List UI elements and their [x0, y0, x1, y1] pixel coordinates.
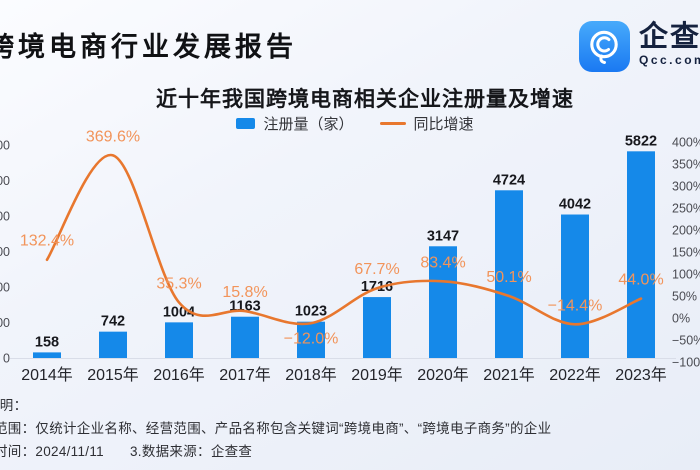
brand-logo: 企查查 Qcc.com	[579, 21, 700, 72]
growth-label: −12.0%	[284, 330, 339, 347]
bar-2022年	[561, 214, 589, 358]
right-axis-label: 200%	[672, 224, 700, 238]
left-axis-label: 6000	[0, 139, 10, 153]
bar-value-label: 1004	[163, 304, 195, 320]
left-axis-label: 5000	[0, 174, 10, 188]
chart-title: 近十年我国跨境电商相关企业注册量及增速	[156, 88, 574, 111]
growth-label: −14.4%	[548, 297, 603, 314]
bar-value-label: 158	[35, 334, 59, 350]
year-label: 2018年	[285, 366, 337, 384]
right-axis-label: 150%	[672, 246, 700, 260]
bar-value-label: 4042	[559, 197, 591, 213]
year-label: 2015年	[87, 366, 139, 384]
footer-note-meta: 时间：2024/11/11 3.数据来源：企查查	[0, 440, 252, 460]
right-axis-label: −50%	[672, 334, 700, 348]
footer-note-time: 时间：2024/11/11	[0, 444, 104, 459]
growth-label: 44.0%	[618, 272, 663, 289]
bar-2020年	[429, 246, 457, 358]
growth-label: 132.4%	[20, 233, 74, 250]
left-axis-label: 4000	[0, 210, 10, 224]
legend-item-growth: 同比增速	[379, 113, 474, 134]
growth-line	[45, 154, 643, 326]
right-axis-label: 50%	[672, 290, 697, 304]
footer-note-scope: 范围：仅统计企业名称、经营范围、产品名称包含关键词“跨境电商”、“跨境电子商务”…	[0, 421, 552, 436]
growth-label: 67.7%	[354, 261, 399, 278]
year-label: 2016年	[153, 366, 205, 384]
bar-2023年	[627, 151, 655, 358]
year-label: 2019年	[351, 366, 403, 384]
bar-value-label: 3147	[427, 228, 459, 244]
year-label: 2014年	[21, 366, 73, 384]
chart-legend: 注册量（家） 同比增速	[0, 113, 700, 134]
left-axis-label: 1000	[0, 316, 10, 330]
growth-label: 83.4%	[420, 254, 465, 271]
bar-value-label: 5822	[625, 133, 657, 149]
left-axis-label: 0	[3, 352, 10, 366]
bar-2021年	[495, 190, 523, 358]
brand-text: 企查查 Qcc.com	[639, 21, 700, 67]
year-label: 2017年	[219, 366, 271, 384]
year-label: 2023年	[615, 366, 667, 384]
right-axis-label: 350%	[672, 158, 700, 172]
bar-2015年	[99, 331, 127, 358]
right-axis-label: 300%	[672, 180, 700, 194]
bar-2016年	[165, 322, 193, 358]
right-axis-label: 100%	[672, 268, 700, 282]
footer-note-header: 说明：	[0, 398, 28, 413]
legend-label: 同比增速	[413, 116, 474, 133]
brand-name: 企查查	[639, 21, 700, 53]
bar-series-swatch	[236, 118, 256, 129]
bar-2014年	[33, 352, 61, 358]
growth-label: 369.6%	[86, 128, 140, 145]
brand-domain: Qcc.com	[639, 53, 700, 67]
left-axis-label: 3000	[0, 245, 10, 259]
right-axis-label: −100%	[672, 356, 700, 370]
year-label: 2022年	[549, 366, 601, 384]
bar-2017年	[231, 316, 259, 358]
growth-label: 15.8%	[222, 284, 267, 301]
left-axis-label: 2000	[0, 281, 10, 295]
legend-item-registrations: 注册量（家）	[236, 113, 354, 134]
footer-note-source: 3.数据来源：企查查	[129, 444, 253, 459]
bar-value-label: 742	[101, 314, 125, 330]
growth-label: 50.1%	[486, 269, 531, 286]
bar-2019年	[363, 297, 391, 358]
bar-value-label: 1023	[295, 304, 327, 320]
line-series-swatch	[379, 121, 406, 126]
growth-label: 35.3%	[156, 275, 201, 292]
right-axis-label: 0%	[672, 312, 690, 326]
qcc-logo-icon	[579, 21, 630, 72]
page-title: 跨境电商行业发展报告	[0, 32, 297, 62]
legend-label: 注册量（家）	[263, 116, 354, 133]
year-label: 2020年	[417, 366, 469, 384]
bar-2018年	[297, 321, 325, 358]
right-axis-label: 400%	[672, 136, 700, 150]
bar-value-label: 4724	[493, 172, 525, 188]
right-axis-label: 250%	[672, 202, 700, 216]
year-label: 2021年	[483, 366, 535, 384]
